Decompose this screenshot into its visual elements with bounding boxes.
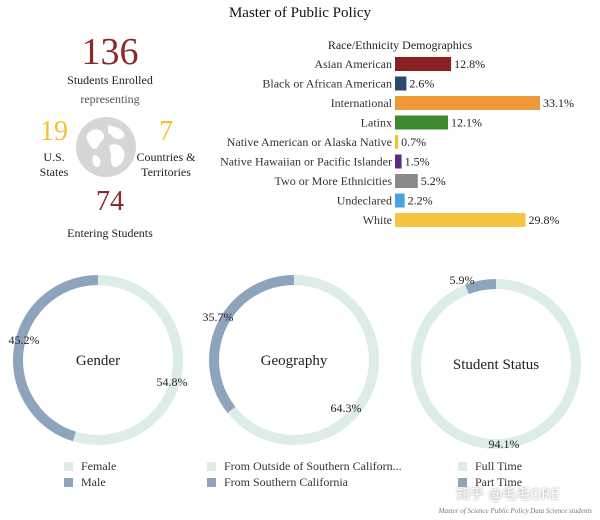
countries-label-2: Territories	[141, 165, 191, 179]
legend-label-part-time: Part Time	[475, 475, 523, 489]
slice-male	[13, 275, 183, 445]
countries-count: 7	[159, 116, 173, 147]
slice-value-label-from-outside-of-southern-californ: 64.3%	[331, 401, 362, 415]
bar-native-american-or-alaska-native	[395, 135, 399, 149]
bar-two-or-more-ethnicities	[395, 174, 418, 188]
slice-from-southern-california	[209, 275, 379, 445]
slice-part-time	[411, 279, 581, 449]
states-label-2: States	[39, 165, 69, 179]
states-label-1: U.S.	[43, 150, 65, 164]
category-label-two-or-more-ethnicities: Two or More Ethnicities	[275, 174, 393, 188]
legend-outside-socal: From Outside of Southern Californ...	[207, 458, 402, 474]
page-title: Master of Public Policy	[228, 5, 372, 21]
bar-asian-american	[395, 57, 452, 71]
category-label-latinx: Latinx	[361, 116, 392, 130]
legend-swatch-male	[64, 477, 73, 487]
value-label-two-or-more-ethnicities: 5.2%	[421, 174, 446, 188]
geography-donut-chart: Geography 64.3% 35.7%	[203, 275, 379, 445]
category-label-white: White	[363, 213, 392, 227]
category-label-undeclared: Undeclared	[337, 194, 392, 208]
value-label-asian-american: 12.8%	[454, 57, 485, 71]
value-label-international: 33.1%	[543, 96, 574, 110]
slice-value-label-full-time: 94.1%	[489, 437, 520, 451]
entering-label: Entering Students	[67, 226, 153, 240]
legend-label-male: Male	[81, 475, 106, 489]
value-label-black-or-african-american: 2.6%	[409, 77, 434, 91]
donut-center-label: Student Status	[453, 357, 539, 373]
legend-label-outside-socal: From Outside of Southern Californ...	[224, 459, 402, 473]
bar-black-or-african-american	[395, 76, 407, 91]
legend-swatch-socal	[207, 477, 216, 487]
legend-male: Male	[64, 474, 106, 490]
legend-socal: From Southern California	[207, 474, 348, 490]
legend-label-female: Female	[81, 459, 117, 473]
donut-center-label: Geography	[261, 353, 328, 369]
legend-label-full-time: Full Time	[475, 459, 523, 473]
category-label-native-american-or-alaska-native: Native American or Alaska Native	[227, 135, 392, 149]
legend-swatch-female	[64, 461, 73, 471]
value-label-native-american-or-alaska-native: 0.7%	[401, 135, 426, 149]
bar-white	[395, 213, 526, 227]
slice-value-label-female: 54.8%	[157, 375, 188, 389]
gender-donut-chart: Gender 54.8% 45.2%	[9, 275, 188, 445]
states-count: 19	[40, 116, 68, 147]
category-label-asian-american: Asian American	[314, 57, 392, 71]
entering-count: 74	[96, 186, 124, 217]
category-label-black-or-african-american: Black or African American	[262, 77, 392, 91]
value-label-native-hawaiian-or-pacific-islander: 1.5%	[405, 155, 430, 169]
representing-label: representing	[80, 92, 140, 106]
value-label-undeclared: 2.2%	[408, 194, 433, 208]
category-label-native-hawaiian-or-pacific-islander: Native Hawaiian or Pacific Islander	[220, 155, 392, 169]
footer-caption: Master of Science Public Policy Data Sci…	[438, 507, 592, 515]
zhihu-watermark: 知乎 @毛毛GRE	[456, 487, 560, 503]
slice-value-label-part-time: 5.9%	[450, 273, 475, 287]
bar-undeclared	[395, 193, 405, 208]
race-chart-title: Race/Ethnicity Demographics	[327, 38, 473, 52]
legend-full-time: Full Time	[458, 458, 522, 474]
countries-label-1: Countries &	[136, 150, 196, 164]
legend-swatch-full-time	[458, 461, 467, 471]
donut-center-label: Gender	[76, 353, 120, 369]
legend-label-socal: From Southern California	[224, 475, 348, 489]
legend-swatch-outside-socal	[207, 461, 216, 471]
globe-icon	[76, 117, 136, 177]
value-label-white: 29.8%	[529, 213, 560, 227]
legend-swatch-part-time	[458, 477, 467, 487]
legend-part-time: Part Time	[458, 474, 522, 490]
student-status-donut-chart: Student Status 94.1% 5.9%	[411, 273, 581, 451]
slice-value-label-male: 45.2%	[9, 333, 40, 347]
enrolled-label: Students Enrolled	[67, 73, 153, 87]
enrolled-count: 136	[81, 31, 139, 73]
race-ethnicity-bar-chart: Asian American 12.8% Black or African Amer…	[220, 57, 574, 227]
slice-value-label-from-southern-california: 35.7%	[203, 310, 234, 324]
legend-female: Female	[64, 458, 116, 474]
category-label-international: International	[331, 96, 393, 110]
value-label-latinx: 12.1%	[451, 116, 482, 130]
bar-latinx	[395, 115, 449, 130]
bar-international	[395, 96, 540, 110]
bar-native-hawaiian-or-pacific-islander	[395, 154, 402, 169]
